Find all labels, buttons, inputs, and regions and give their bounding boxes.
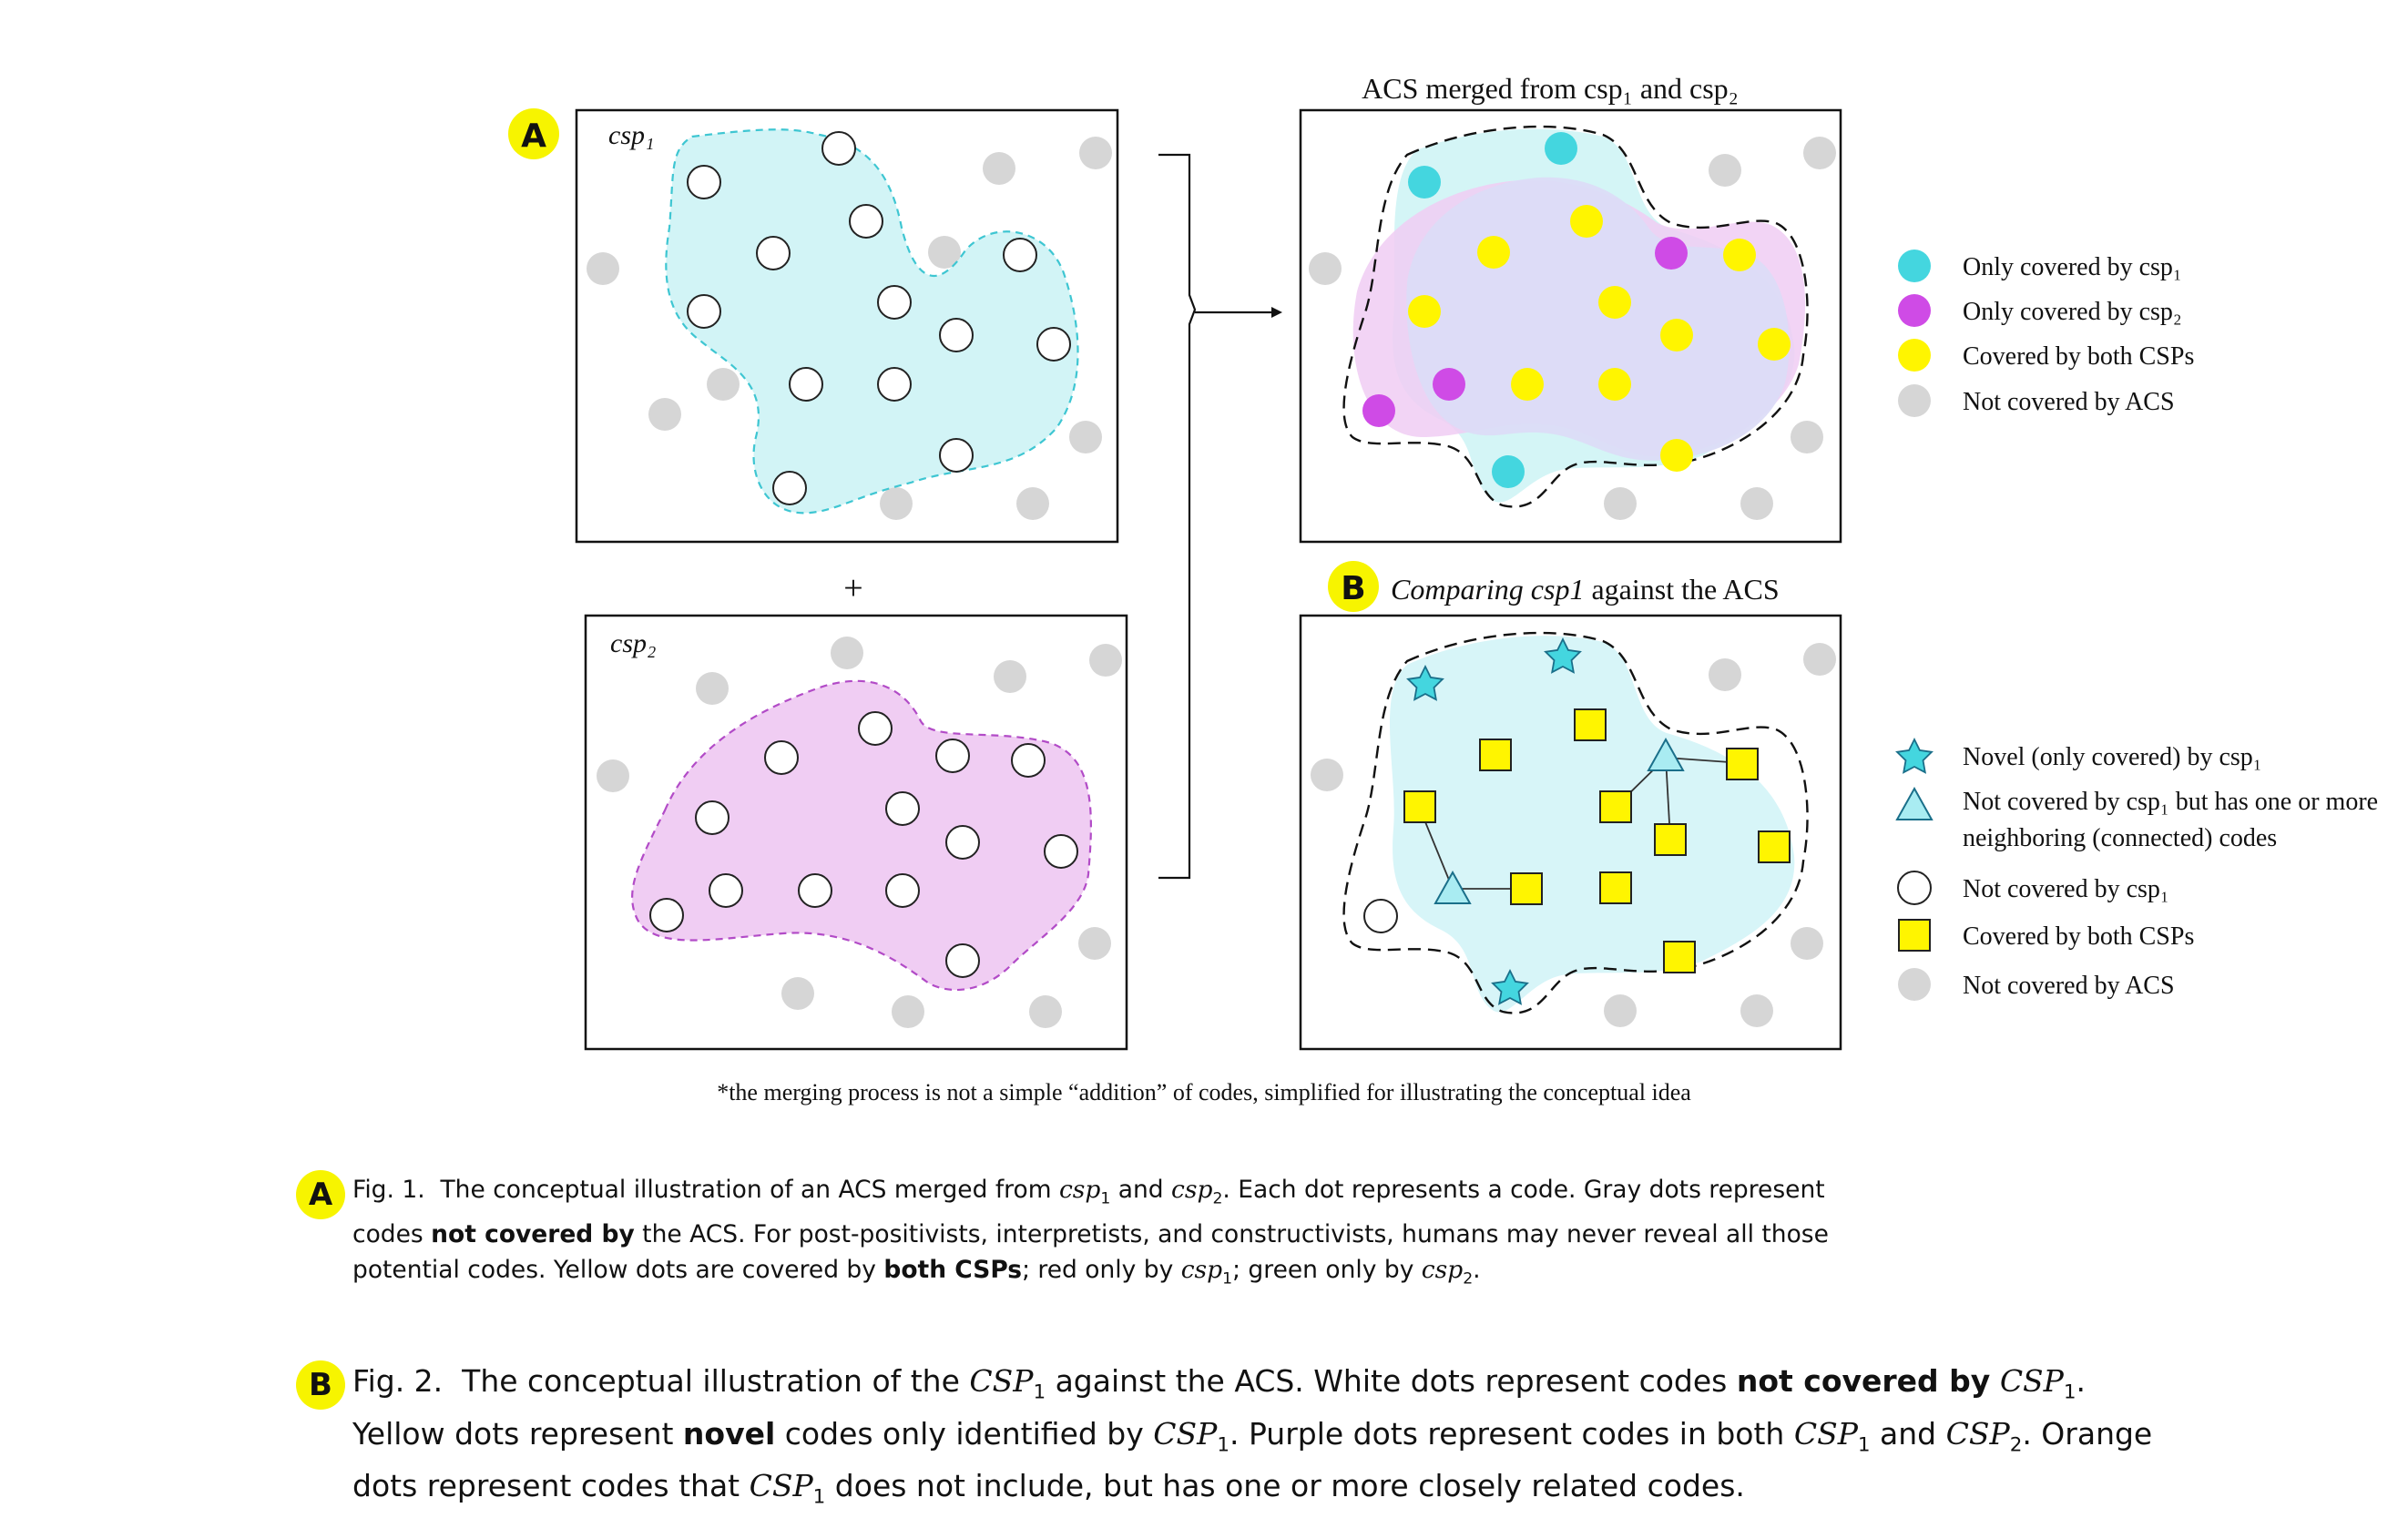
badge-b-icon: B — [1328, 561, 1379, 612]
circle-icon — [1897, 871, 1932, 905]
csp1-box: csp₁ — [575, 108, 1119, 544]
legend-b-label: neighboring (connected) codes — [1963, 824, 2277, 852]
csp1-code-dots — [687, 131, 1071, 505]
circle-icon — [1363, 899, 1398, 933]
plus-sign: + — [843, 569, 862, 607]
csp1-label: csp₁ — [608, 120, 654, 150]
square-icon — [1898, 919, 1931, 952]
acs-outline — [1342, 125, 1809, 508]
comparison-box — [1299, 614, 1842, 1051]
gray-dots — [597, 637, 1122, 1028]
legend-a-label: Only covered by csp₁ — [1963, 253, 2182, 281]
svg-text:B: B — [1341, 570, 1365, 607]
cyan-dot-icon — [1898, 250, 1931, 282]
legend-a-label: Covered by both CSPs — [1963, 342, 2194, 371]
legend-b-label: Not covered by ACS — [1963, 972, 2175, 1000]
star-icon — [1896, 739, 1933, 774]
legend-a-label: Not covered by ACS — [1963, 388, 2175, 416]
legend-b: Novel (only covered) by csp₁ Not covered… — [1896, 739, 2378, 1001]
legend-b-label: Not covered by csp₁ but has one or more — [1963, 788, 2378, 816]
svg-text:A: A — [521, 117, 546, 155]
badge-b-icon: B — [296, 1360, 345, 1410]
csp1-region — [1389, 636, 1795, 1013]
gray-dots — [587, 137, 1112, 520]
gray-dots — [1309, 137, 1836, 520]
csp2-code-dots — [649, 711, 1078, 978]
legend-a: Only covered by csp₁ Only covered by csp… — [1898, 250, 2194, 417]
legend-a-label: Only covered by csp₂ — [1963, 298, 2182, 326]
legend-b-label: Covered by both CSPs — [1963, 922, 2194, 951]
legend-b-label: Not covered by csp₁ — [1963, 875, 2169, 903]
merge-bracket — [1158, 153, 1275, 880]
panel-b-title: Comparing csp1 against the ACS — [1391, 573, 1780, 606]
footnote: *the merging process is not a simple “ad… — [717, 1079, 1691, 1105]
csp1-coverage-region — [665, 128, 1079, 514]
badge-a-icon: A — [296, 1170, 345, 1219]
badge-a-icon: A — [508, 108, 559, 159]
figure-2-caption: B Fig. 2. The conceptual illustration of… — [296, 1360, 2156, 1518]
arrow-head-icon — [1271, 307, 1282, 318]
merged-code-dots — [1362, 132, 1791, 488]
purple-dot-icon — [1898, 294, 1931, 327]
csp2-label: csp₂ — [610, 628, 656, 658]
yellow-dot-icon — [1898, 339, 1931, 372]
acs-merged-box — [1299, 108, 1842, 544]
csp2-box: csp₂ — [584, 614, 1128, 1051]
gray-dots — [1311, 643, 1836, 1027]
acs-outline — [1342, 631, 1809, 1014]
gray-dot-icon — [1898, 384, 1931, 417]
triangle-icon — [1896, 788, 1933, 820]
figure-1-caption: A Fig. 1. The conceptual illustration of… — [296, 1170, 1864, 1298]
legend-b-label: Novel (only covered) by csp₁ — [1963, 743, 2262, 771]
gray-dot-icon — [1898, 968, 1931, 1001]
merged-title: ACS merged from csp₁ and csp₂ — [1362, 72, 1739, 105]
csp2-coverage-region — [631, 679, 1092, 992]
